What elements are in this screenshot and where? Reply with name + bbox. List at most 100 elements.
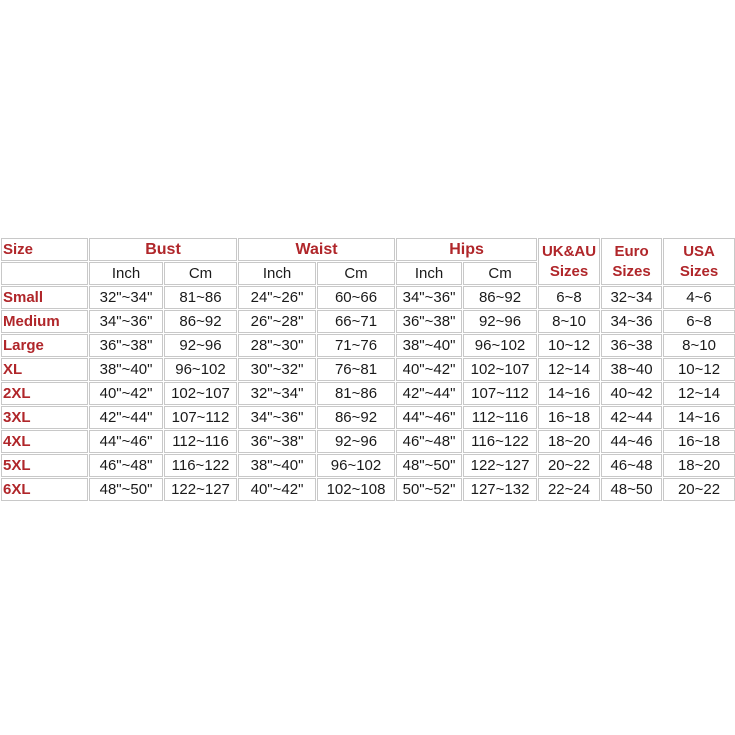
cell-waist-inch: 30"~32" (238, 358, 316, 381)
header-euro-sizes: Euro Sizes (601, 238, 663, 285)
cell-waist-cm: 96~102 (317, 454, 396, 477)
table-row: Medium 34"~36" 86~92 26"~28" 66~71 36"~38" 92~… (1, 310, 735, 333)
cell-waist-cm: 92~96 (317, 430, 396, 453)
header-size: Size (1, 238, 88, 261)
header-bust-cm: Cm (164, 262, 237, 285)
cell-bust-cm: 81~86 (164, 286, 237, 309)
cell-waist-cm: 76~81 (317, 358, 396, 381)
cell-size: Medium (1, 310, 88, 333)
cell-bust-inch: 34"~36" (89, 310, 163, 333)
cell-waist-inch: 26"~28" (238, 310, 316, 333)
cell-bust-inch: 46"~48" (89, 454, 163, 477)
cell-waist-inch: 36"~38" (238, 430, 316, 453)
cell-bust-inch: 44"~46" (89, 430, 163, 453)
header-usa-line2: Sizes (679, 262, 719, 280)
cell-bust-inch: 42"~44" (89, 406, 163, 429)
header-size-blank (1, 262, 88, 285)
cell-bust-cm: 107~112 (164, 406, 237, 429)
cell-waist-cm: 102~108 (317, 478, 396, 501)
cell-waist-inch: 28"~30" (238, 334, 316, 357)
cell-usa: 12~14 (663, 382, 735, 405)
cell-uk-au: 8~10 (538, 310, 601, 333)
cell-usa: 14~16 (663, 406, 735, 429)
cell-size: 6XL (1, 478, 88, 501)
cell-waist-inch: 40"~42" (238, 478, 316, 501)
cell-euro: 46~48 (601, 454, 663, 477)
cell-hips-inch: 42"~44" (396, 382, 463, 405)
cell-usa: 10~12 (663, 358, 735, 381)
cell-hips-inch: 40"~42" (396, 358, 463, 381)
cell-waist-inch: 38"~40" (238, 454, 316, 477)
header-euro-line2: Sizes (612, 262, 651, 280)
header-usa-line1: USA (683, 242, 715, 260)
header-waist-cm: Cm (317, 262, 396, 285)
cell-hips-cm: 127~132 (463, 478, 538, 501)
cell-usa: 20~22 (663, 478, 735, 501)
cell-waist-inch: 24"~26" (238, 286, 316, 309)
cell-size: 3XL (1, 406, 88, 429)
header-hips-inch: Inch (396, 262, 463, 285)
header-uk-au-line1: UK&AU (541, 242, 597, 260)
cell-euro: 34~36 (601, 310, 663, 333)
cell-euro: 38~40 (601, 358, 663, 381)
cell-euro: 44~46 (601, 430, 663, 453)
cell-uk-au: 10~12 (538, 334, 601, 357)
cell-hips-cm: 122~127 (463, 454, 538, 477)
cell-hips-inch: 48"~50" (396, 454, 463, 477)
table-row: 2XL 40"~42" 102~107 32"~34" 81~86 42"~44" 107~… (1, 382, 735, 405)
cell-bust-cm: 122~127 (164, 478, 237, 501)
header-waist: Waist (238, 238, 396, 261)
cell-usa: 4~6 (663, 286, 735, 309)
cell-euro: 48~50 (601, 478, 663, 501)
cell-hips-inch: 46"~48" (396, 430, 463, 453)
table-row: 4XL 44"~46" 112~116 36"~38" 92~96 46"~48" 116~… (1, 430, 735, 453)
cell-size: Large (1, 334, 88, 357)
cell-euro: 42~44 (601, 406, 663, 429)
cell-waist-cm: 66~71 (317, 310, 396, 333)
cell-size: 5XL (1, 454, 88, 477)
table-row: 6XL 48"~50" 122~127 40"~42" 102~108 50"~52" 12… (1, 478, 735, 501)
cell-bust-inch: 32"~34" (89, 286, 163, 309)
cell-hips-cm: 107~112 (463, 382, 538, 405)
table-row: 5XL 46"~48" 116~122 38"~40" 96~102 48"~50" 122… (1, 454, 735, 477)
cell-uk-au: 12~14 (538, 358, 601, 381)
cell-bust-cm: 92~96 (164, 334, 237, 357)
header-hips: Hips (396, 238, 538, 261)
cell-uk-au: 6~8 (538, 286, 601, 309)
cell-euro: 32~34 (601, 286, 663, 309)
cell-uk-au: 20~22 (538, 454, 601, 477)
header-hips-cm: Cm (463, 262, 538, 285)
header-uk-au-sizes: UK&AU Sizes (538, 238, 601, 285)
header-usa-sizes: USA Sizes (663, 238, 735, 285)
cell-hips-cm: 112~116 (463, 406, 538, 429)
header-row-groups: Size Bust Waist Hips UK&AU Sizes Euro Size… (1, 238, 735, 285)
cell-hips-cm: 116~122 (463, 430, 538, 453)
cell-waist-cm: 71~76 (317, 334, 396, 357)
cell-bust-cm: 116~122 (164, 454, 237, 477)
cell-waist-inch: 32"~34" (238, 382, 316, 405)
cell-usa: 6~8 (663, 310, 735, 333)
cell-hips-inch: 36"~38" (396, 310, 463, 333)
cell-uk-au: 22~24 (538, 478, 601, 501)
cell-waist-cm: 86~92 (317, 406, 396, 429)
cell-bust-cm: 102~107 (164, 382, 237, 405)
header-uk-au-line2: Sizes (549, 262, 589, 280)
cell-waist-inch: 34"~36" (238, 406, 316, 429)
cell-hips-cm: 96~102 (463, 334, 538, 357)
cell-hips-cm: 92~96 (463, 310, 538, 333)
table-row: Small 32"~34" 81~86 24"~26" 60~66 34"~36" 86~9… (1, 286, 735, 309)
cell-euro: 40~42 (601, 382, 663, 405)
cell-waist-cm: 60~66 (317, 286, 396, 309)
cell-bust-cm: 112~116 (164, 430, 237, 453)
cell-uk-au: 14~16 (538, 382, 601, 405)
cell-uk-au: 18~20 (538, 430, 601, 453)
cell-uk-au: 16~18 (538, 406, 601, 429)
cell-hips-inch: 34"~36" (396, 286, 463, 309)
cell-hips-cm: 86~92 (463, 286, 538, 309)
cell-hips-inch: 50"~52" (396, 478, 463, 501)
header-row-units: Inch Cm Inch Cm Inch Cm (1, 262, 735, 285)
cell-hips-inch: 44"~46" (396, 406, 463, 429)
cell-bust-cm: 86~92 (164, 310, 237, 333)
cell-euro: 36~38 (601, 334, 663, 357)
header-bust-inch: Inch (89, 262, 163, 285)
